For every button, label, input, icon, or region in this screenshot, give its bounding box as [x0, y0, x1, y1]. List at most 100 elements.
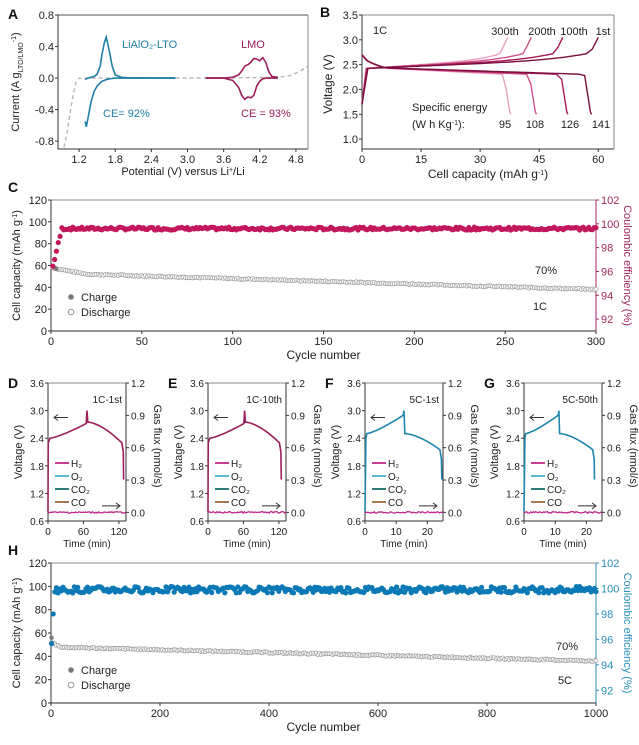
x-tick-label: 60	[238, 527, 250, 538]
y-tick-label: 0	[41, 326, 47, 338]
y-tick-label: 1.2	[190, 489, 204, 500]
y2-tick-label: 100	[601, 583, 619, 595]
x-tick-label: 10	[391, 527, 403, 538]
y-tick-label: 60	[35, 261, 47, 273]
y-tick-label: 2.5	[343, 60, 358, 72]
x-tick-label: 20	[422, 527, 434, 538]
y-tick-label: 1.2	[30, 489, 44, 500]
x-axis-title: Potential (V) versus Li+/Li	[121, 166, 244, 178]
x-tick-label: 4.8	[288, 154, 303, 166]
x-tick-label: 4.2	[252, 154, 267, 166]
y-tick-label: 3.0	[343, 35, 358, 47]
x-tick-label: 800	[478, 708, 496, 720]
y-tick-label: 0.8	[39, 10, 54, 22]
specific-energy-label: Specific energy	[412, 102, 488, 114]
x-axis-title: Cycle number	[286, 348, 360, 362]
panel-label: F	[325, 375, 334, 391]
y2-tick-label: 100	[601, 219, 619, 231]
y2-tick-label: 92	[601, 314, 613, 326]
y-tick-label: 0.6	[347, 517, 361, 528]
gas-flux-h2-curve	[364, 510, 444, 514]
y2-tick-label: 0.0	[291, 508, 305, 519]
coulombic-efficiency-point	[346, 585, 352, 592]
y-axis-title: Voltage (V)	[330, 425, 342, 479]
x-tick-label: 120	[271, 527, 288, 538]
y-tick-label: 0.4	[39, 42, 54, 54]
y-tick-label: 1.8	[30, 462, 44, 473]
y2-tick-label: 0.9	[291, 411, 305, 422]
y2-tick-label: 0.6	[291, 444, 305, 455]
retention-annotation: 70%	[535, 265, 557, 277]
x-tick-label: 1.2	[71, 154, 86, 166]
y-tick-label: 3.6	[506, 379, 520, 390]
y2-tick-label: 1.2	[607, 379, 621, 390]
coulombic-efficiency-point	[593, 589, 599, 595]
legend-label: CO₂	[231, 485, 250, 496]
panel-c: C 0 50 100 150 200 250 300 0 20 40 60 80 100 120 92 94 96…	[8, 179, 633, 362]
charge-series	[49, 635, 54, 640]
y-tick-label: 120	[29, 558, 47, 570]
cycle-label-100th: 100th	[560, 26, 588, 38]
lmo-cv-curve-reduction	[205, 77, 278, 101]
retention-annotation: 70%	[556, 641, 578, 653]
y-tick-label: -0.8	[35, 136, 54, 148]
y2-axis-title: Coulombic efficiency (%)	[621, 573, 633, 694]
y2-tick-label: 1.2	[131, 379, 145, 390]
y2-axis-title: Gas flux (nmol/s)	[627, 404, 639, 487]
condition-label: 1C-1st	[93, 395, 123, 406]
legend-discharge-marker	[67, 681, 75, 689]
y-tick-label: 1.8	[506, 462, 520, 473]
y-axis-title: Cell capacity (mAh g-1)	[11, 578, 23, 689]
y-tick-label: 3.5	[343, 10, 358, 22]
y-tick-label: 3.6	[190, 379, 204, 390]
left-axis-arrow-icon	[529, 414, 544, 421]
x-tick-label: 1.8	[108, 154, 123, 166]
x-tick-label: 200	[405, 336, 423, 348]
y-axis-title: Voltage (V)	[321, 54, 335, 113]
voltage-curve	[523, 410, 596, 512]
legend-discharge-label: Discharge	[81, 307, 131, 319]
x-tick-label: 0	[521, 527, 527, 538]
x-tick-label: 0	[205, 527, 211, 538]
coulombic-efficiency-point	[50, 611, 56, 617]
x-tick-label: 3.0	[180, 154, 195, 166]
coulombic-efficiency-point	[222, 590, 228, 596]
coulombic-efficiency-point	[539, 585, 545, 591]
coulombic-efficiency-point	[135, 585, 141, 591]
coulombic-efficiency-series	[50, 224, 599, 269]
coulombic-efficiency-point	[524, 590, 530, 596]
y2-tick-label: 1.2	[448, 379, 462, 390]
right-axis-arrow-icon	[419, 502, 438, 510]
right-axis-arrow-icon	[578, 502, 597, 510]
legend-label: CO₂	[547, 485, 566, 496]
y2-tick-label: 102	[601, 195, 619, 207]
y-tick-label: 0.6	[30, 517, 44, 528]
y-tick-label: 3.0	[347, 407, 361, 418]
panel-d: D 0 60 120 0.6 1.2 1.8 2.4 3.0 3.6 0.0 0.3 0.6 0.9 1.2…	[8, 375, 163, 550]
x-tick-label: 2.4	[144, 154, 159, 166]
coulombic-efficiency-point	[75, 584, 81, 590]
x-tick-label: 0	[362, 527, 368, 538]
y-tick-label: -0.4	[35, 105, 54, 117]
right-axis-arrow-icon	[102, 502, 121, 510]
panel-label: D	[8, 375, 18, 391]
legend-label: O₂	[388, 472, 400, 483]
discharge-point	[593, 286, 599, 292]
x-tick-label: 45	[533, 154, 545, 166]
electrolyte-window-curve	[63, 65, 309, 148]
y2-tick-label: 96	[601, 266, 613, 278]
annotation-lto: LiAlO₂-LTO	[122, 39, 178, 51]
y-axis-title: Cell capacity (mAh g-1)	[11, 210, 23, 321]
discharge-series	[50, 265, 599, 293]
left-axis-arrow-icon	[213, 414, 228, 421]
specific-energy-value: 141	[592, 119, 610, 131]
discharge-series	[49, 640, 599, 664]
coulombic-efficiency-point	[55, 239, 61, 246]
x-tick-label: 1000	[584, 708, 608, 720]
y2-tick-label: 96	[601, 634, 613, 646]
y-tick-label: 1.0	[343, 134, 358, 146]
coulombic-efficiency-point	[501, 585, 508, 591]
charge-point	[54, 266, 59, 271]
y2-tick-label: 98	[601, 243, 613, 255]
annotation-lto-ce: CE= 92%	[103, 108, 150, 120]
